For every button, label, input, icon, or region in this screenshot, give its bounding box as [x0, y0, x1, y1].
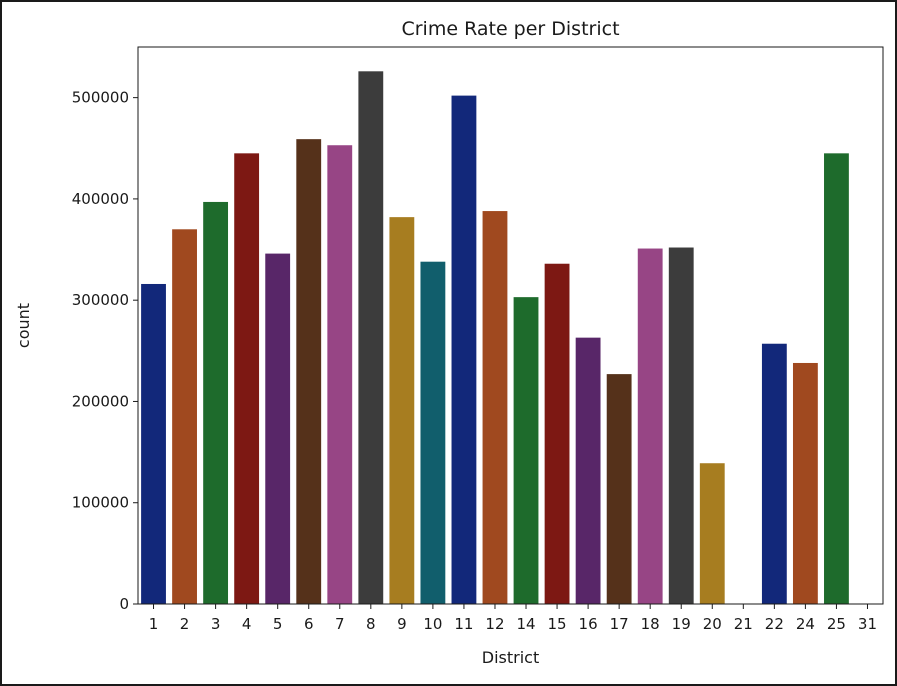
plot-area-border: [137, 46, 884, 605]
x-tick-label: 14: [516, 615, 535, 633]
x-tick-label: 31: [858, 615, 877, 633]
bar-district-3: [203, 201, 229, 604]
x-tick-label: 3: [211, 615, 221, 633]
x-tick-label: 20: [703, 615, 722, 633]
x-tick-label: 19: [672, 615, 691, 633]
y-tick-label: 0: [119, 595, 129, 613]
x-tick-label: 2: [180, 615, 190, 633]
bar-district-14: [513, 297, 539, 604]
x-tick-label: 6: [304, 615, 314, 633]
x-tick-label: 16: [579, 615, 598, 633]
x-tick-label: 18: [641, 615, 660, 633]
y-axis-title: count: [14, 303, 33, 348]
x-tick-label: 24: [796, 615, 815, 633]
x-tick-label: 11: [454, 615, 473, 633]
x-tick-label: 10: [423, 615, 442, 633]
chart-title: Crime Rate per District: [401, 18, 619, 40]
x-tick-label: 9: [397, 615, 407, 633]
x-tick-label: 25: [827, 615, 846, 633]
bar-district-11: [451, 95, 477, 605]
bar-district-16: [575, 337, 601, 604]
bar-district-8: [358, 71, 384, 604]
x-tick-label: 8: [366, 615, 376, 633]
x-axis-title: District: [482, 648, 539, 667]
bar-district-18: [637, 248, 663, 605]
y-tick-label: 300000: [72, 291, 129, 309]
bar-district-17: [606, 374, 632, 604]
bars-group: [141, 71, 849, 605]
x-tick-label: 17: [610, 615, 629, 633]
y-tick-label: 500000: [72, 89, 129, 107]
bar-district-2: [172, 229, 197, 605]
x-tick-label: 5: [273, 615, 283, 633]
bar-district-22: [761, 343, 787, 604]
bar-district-20: [699, 463, 725, 604]
bar-district-24: [792, 362, 818, 604]
bar-district-15: [544, 263, 570, 604]
y-tick-label: 400000: [72, 190, 129, 208]
bar-district-1: [141, 283, 166, 604]
x-tick-label: 1: [149, 615, 159, 633]
x-axis-ticks: 1 2 3 4 5 6 7 8 9 10 11 12 14 15 16 17 18 19 20 21 22 24 25 31: [149, 604, 877, 633]
bar-district-6: [296, 139, 322, 604]
bar-district-9: [389, 217, 415, 604]
x-tick-label: 12: [485, 615, 504, 633]
bar-district-4: [234, 153, 260, 604]
x-tick-label: 7: [335, 615, 345, 633]
bar-district-12: [482, 211, 508, 604]
x-tick-label: 22: [765, 615, 784, 633]
x-tick-label: 21: [734, 615, 753, 633]
x-tick-label: 4: [242, 615, 252, 633]
x-tick-label: 15: [548, 615, 567, 633]
bar-district-7: [327, 145, 353, 604]
y-tick-label: 100000: [72, 494, 129, 512]
y-axis-ticks: 0 100000 200000 300000 400000 500000: [72, 89, 138, 613]
bar-district-25: [824, 153, 849, 604]
bar-district-10: [420, 261, 446, 604]
bar-district-19: [668, 247, 694, 604]
bar-district-5: [265, 253, 291, 604]
y-tick-label: 200000: [72, 392, 129, 410]
